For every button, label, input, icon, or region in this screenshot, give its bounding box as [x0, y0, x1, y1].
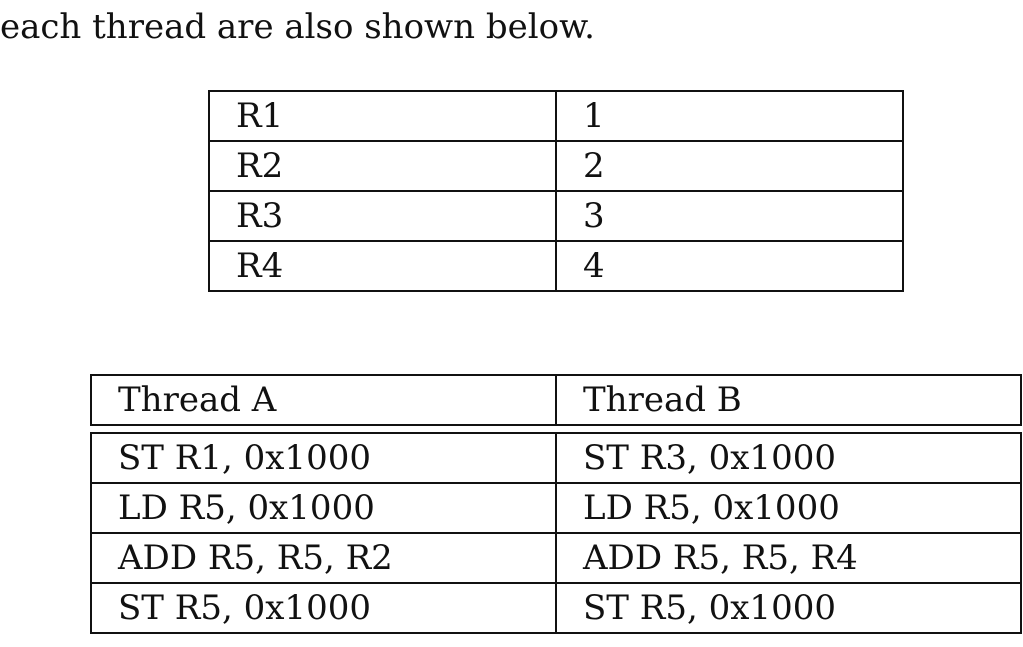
register-value-cell: 1 — [555, 90, 904, 142]
header-divider — [91, 424, 1021, 434]
table-row: R2 2 — [208, 140, 904, 192]
register-value-cell: 3 — [555, 190, 904, 242]
register-name-cell: R1 — [208, 90, 557, 142]
thread-b-instruction: ST R5, 0x1000 — [555, 582, 1022, 634]
thread-a-instruction: ST R5, 0x1000 — [90, 582, 557, 634]
thread-b-instruction: ST R3, 0x1000 — [555, 432, 1022, 484]
thread-b-instruction: ADD R5, R5, R4 — [555, 532, 1022, 584]
table-row: LD R5, 0x1000 LD R5, 0x1000 — [90, 482, 1022, 534]
register-name-cell: R4 — [208, 240, 557, 292]
thread-a-header: Thread A — [90, 374, 557, 426]
register-value-cell: 2 — [555, 140, 904, 192]
table-row: R4 4 — [208, 240, 904, 292]
thread-instructions-table: Thread A Thread B ST R1, 0x1000 ST R3, 0… — [90, 374, 1022, 634]
register-name-cell: R3 — [208, 190, 557, 242]
table-header-row: Thread A Thread B — [90, 374, 1022, 426]
thread-a-instruction: ST R1, 0x1000 — [90, 432, 557, 484]
register-value-cell: 4 — [555, 240, 904, 292]
table-row: R3 3 — [208, 190, 904, 242]
thread-b-instruction: LD R5, 0x1000 — [555, 482, 1022, 534]
table-row: R1 1 — [208, 90, 904, 142]
thread-a-instruction: ADD R5, R5, R2 — [90, 532, 557, 584]
register-name-cell: R2 — [208, 140, 557, 192]
thread-a-instruction: LD R5, 0x1000 — [90, 482, 557, 534]
table-row: ST R5, 0x1000 ST R5, 0x1000 — [90, 582, 1022, 634]
register-values-table: R1 1 R2 2 R3 3 R4 4 — [208, 90, 904, 292]
thread-b-header: Thread B — [555, 374, 1022, 426]
table-row: ADD R5, R5, R2 ADD R5, R5, R4 — [90, 532, 1022, 584]
intro-text: each thread are also shown below. — [0, 7, 595, 47]
table-row: ST R1, 0x1000 ST R3, 0x1000 — [90, 432, 1022, 484]
